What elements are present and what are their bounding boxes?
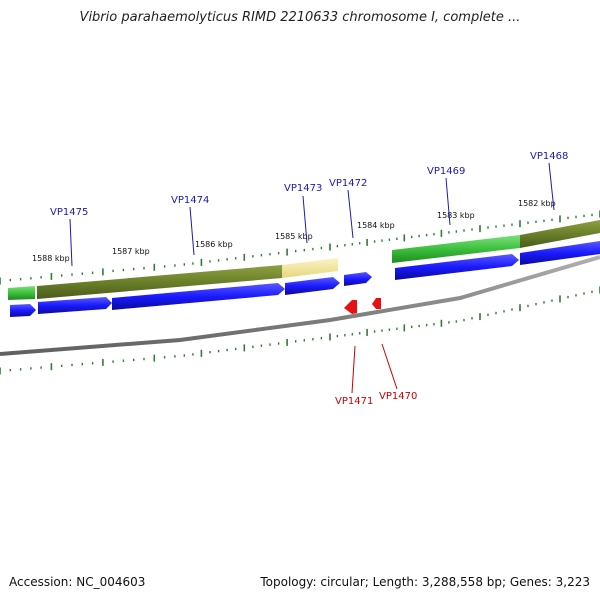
gene-label-vp1473[interactable]: VP1473	[284, 183, 322, 194]
scale-label-1585: 1585 kbp	[275, 232, 313, 241]
cog-segment-olive-right	[520, 220, 600, 248]
scale-label-1583: 1583 kbp	[437, 211, 475, 220]
cog-segment-yellow	[282, 258, 338, 278]
gene-label-vp1469[interactable]: VP1469	[427, 166, 465, 177]
reverse-gene-track	[344, 298, 381, 314]
gene-label-vp1472[interactable]: VP1472	[329, 178, 367, 189]
gene-arrow-vp1475[interactable]	[38, 297, 112, 314]
cog-segment-green-left	[8, 286, 35, 300]
gene-arrow-vp1469[interactable]	[395, 254, 519, 280]
leader-vp1470	[381, 343, 398, 390]
leader-vp1468	[548, 162, 555, 211]
leader-vp1474	[189, 206, 195, 256]
gene-arrow-vp1468[interactable]	[520, 241, 600, 265]
gene-labels: VP1475 VP1474 VP1473 VP1472 VP1471 VP147…	[50, 151, 568, 407]
leader-vp1473	[302, 195, 308, 244]
leader-vp1469	[445, 177, 451, 226]
scale-label-1587: 1587 kbp	[112, 247, 150, 256]
gene-arrow-vp1471[interactable]	[344, 300, 357, 314]
backbone-ring	[0, 255, 600, 356]
leader-vp1471	[351, 345, 356, 394]
gene-arrow-vp1476[interactable]	[10, 304, 36, 317]
gene-arrow-vp1474[interactable]	[112, 283, 285, 310]
scale-labels: 1588 kbp 1587 kbp 1586 kbp 1585 kbp 1584…	[32, 199, 556, 263]
gene-leader-lines	[69, 162, 555, 394]
gene-arrow-vp1470[interactable]	[372, 298, 381, 309]
gene-label-vp1474[interactable]: VP1474	[171, 195, 209, 206]
gene-arrow-vp1472[interactable]	[344, 272, 372, 286]
gene-label-vp1471[interactable]: VP1471	[335, 396, 373, 407]
map-title: Vibrio parahaemolyticus RIMD 2210633 chr…	[79, 10, 521, 25]
cog-segment-olive-left	[37, 265, 282, 299]
scale-label-1582: 1582 kbp	[518, 199, 556, 208]
leader-vp1472	[347, 189, 354, 239]
leader-vp1475	[69, 218, 73, 267]
scale-ticks-bottom	[0, 286, 600, 375]
scale-label-1586: 1586 kbp	[195, 240, 233, 249]
gene-label-vp1470[interactable]: VP1470	[379, 391, 417, 402]
scale-ticks-top	[0, 210, 600, 285]
cog-band	[8, 220, 600, 300]
scale-label-1584: 1584 kbp	[357, 221, 395, 230]
forward-gene-track	[10, 241, 600, 317]
gene-label-vp1468[interactable]: VP1468	[530, 151, 568, 162]
cog-segment-green-right	[392, 235, 520, 263]
accession-text: Accession: NC_004603	[9, 575, 146, 589]
topology-summary: Topology: circular; Length: 3,288,558 bp…	[260, 575, 590, 589]
scale-label-1588: 1588 kbp	[32, 254, 70, 263]
gene-arrow-vp1473[interactable]	[285, 277, 340, 295]
gene-label-vp1475[interactable]: VP1475	[50, 207, 88, 218]
